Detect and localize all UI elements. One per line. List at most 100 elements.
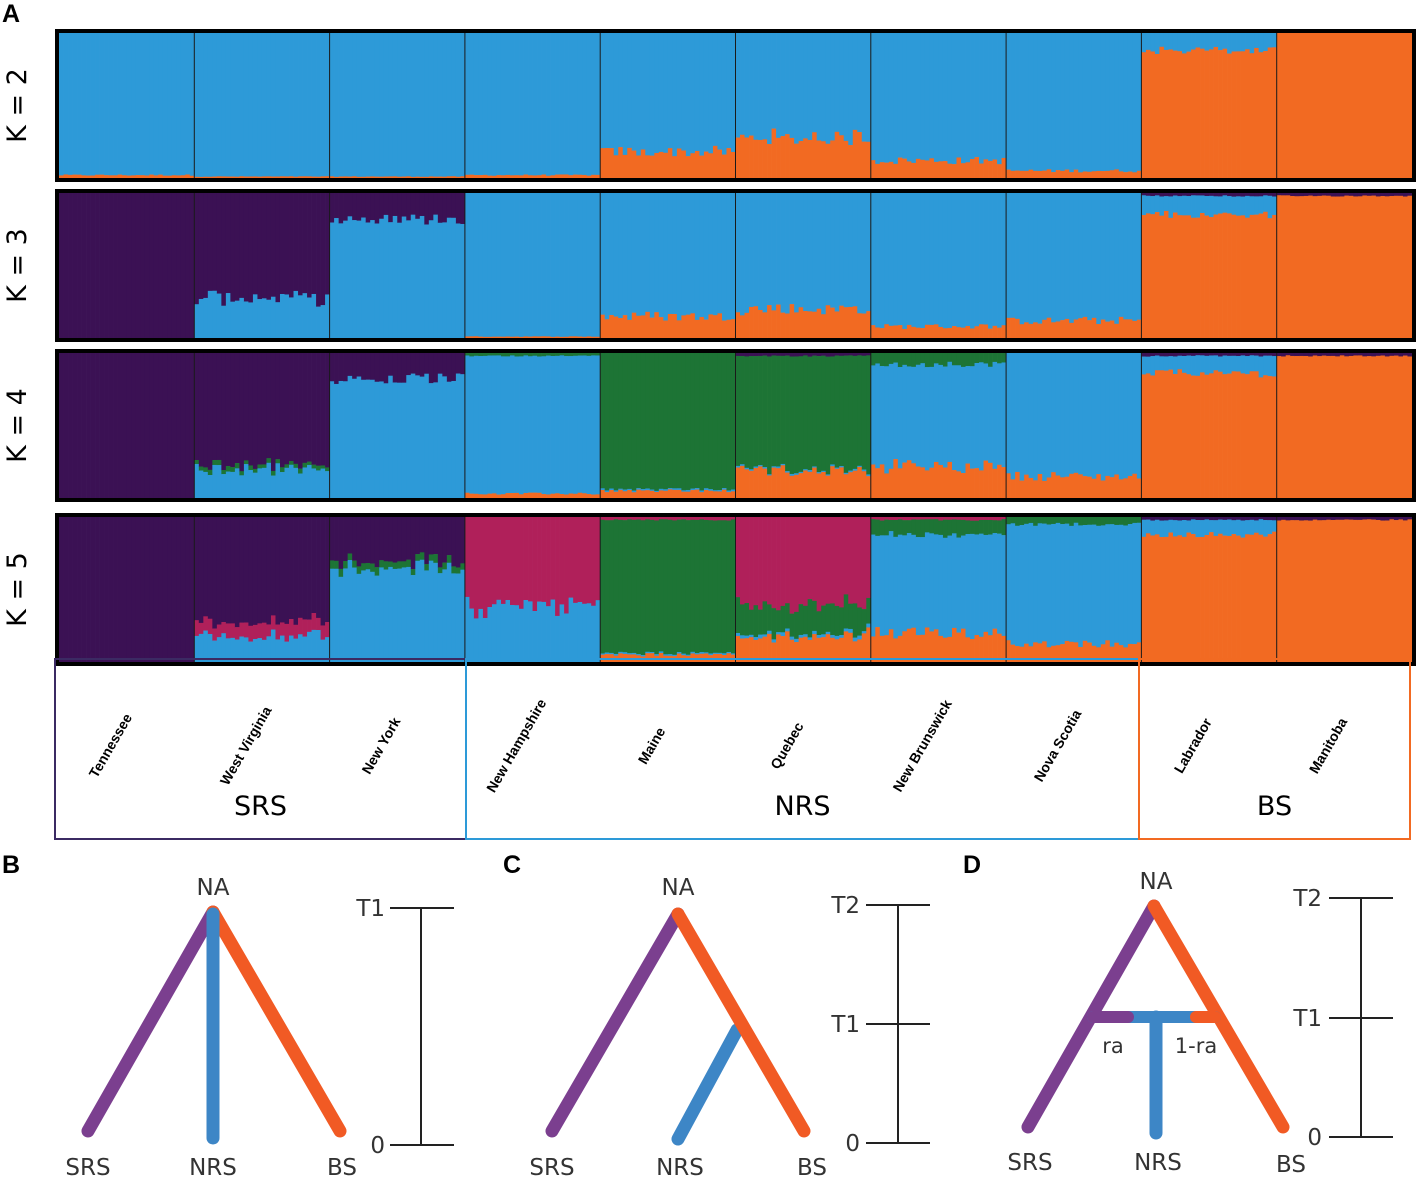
admixture-bar-segment	[198, 353, 204, 467]
admixture-bar-segment	[672, 314, 678, 338]
admixture-bar-segment	[1078, 647, 1084, 662]
admixture-bar-segment	[794, 474, 799, 498]
structure-row-frame	[55, 29, 1416, 182]
admixture-bar-segment	[902, 353, 908, 366]
admixture-bar-segment	[821, 517, 827, 606]
admixture-bar-segment	[636, 517, 642, 520]
admixture-bar-segment	[699, 517, 705, 520]
admixture-bar-segment	[1051, 523, 1057, 647]
admixture-bar-segment	[1082, 171, 1088, 178]
admixture-bar-segment	[460, 33, 466, 177]
admixture-bar-segment	[663, 517, 669, 520]
admixture-bar-segment	[1069, 33, 1075, 173]
admixture-bar-segment	[388, 375, 394, 498]
admixture-bar-segment	[1236, 371, 1241, 498]
admixture-bar-segment	[473, 193, 479, 337]
admixture-bar-segment	[794, 642, 799, 662]
admixture-bar-segment	[1064, 353, 1070, 477]
admixture-bar-segment	[1024, 353, 1029, 475]
admixture-bar-segment	[586, 603, 592, 662]
admixture-bar-segment	[1200, 193, 1205, 196]
admixture-bar-segment	[929, 158, 935, 178]
admixture-bar-segment	[807, 637, 813, 641]
admixture-bar-segment	[906, 628, 912, 662]
admixture-bar-segment	[433, 33, 439, 177]
admixture-bar-segment	[149, 174, 155, 178]
admixture-bar-segment	[636, 315, 642, 338]
admixture-bar-segment	[1204, 33, 1210, 51]
admixture-bar-segment	[703, 353, 709, 489]
admixture-bar-segment	[1105, 193, 1111, 322]
admixture-bar-segment	[1312, 519, 1318, 662]
admixture-bar-segment	[212, 517, 218, 629]
admixture-bar-segment	[735, 355, 741, 467]
admixture-bar-segment	[1402, 517, 1408, 521]
admixture-bar-segment	[794, 611, 799, 640]
admixture-bar-segment	[888, 161, 894, 178]
admixture-bar-segment	[992, 33, 998, 160]
admixture-bar-segment	[275, 517, 281, 625]
admixture-bar-segment	[455, 223, 461, 338]
admixture-bar-segment	[1163, 193, 1169, 197]
admixture-bar-segment	[374, 381, 380, 498]
admixture-bar-segment	[90, 193, 96, 338]
admixture-bar-segment	[519, 517, 524, 610]
admixture-bar-segment	[442, 176, 448, 178]
admixture-bar-segment	[776, 466, 781, 469]
admixture-bar-segment	[609, 490, 615, 498]
admixture-bar-segment	[627, 33, 633, 149]
admixture-bar-segment	[1285, 33, 1291, 178]
admixture-bar-segment	[261, 298, 267, 338]
admixture-bar-segment	[1150, 193, 1156, 197]
admixture-bar-segment	[897, 519, 903, 535]
admixture-bar-segment	[63, 193, 69, 338]
admixture-bar-segment	[983, 353, 989, 364]
admixture-bar-segment	[708, 520, 714, 654]
admixture-bar-segment	[433, 214, 439, 338]
admixture-bar-segment	[1172, 33, 1178, 51]
admixture-bar-segment	[843, 472, 849, 475]
admixture-bar-segment	[1168, 196, 1174, 219]
admixture-bar-segment	[1308, 353, 1314, 357]
admixture-bar-segment	[514, 605, 520, 662]
admixture-bar-segment	[870, 353, 876, 366]
admixture-bar-segment	[780, 33, 786, 137]
admixture-bar-segment	[239, 193, 245, 299]
admixture-bar-segment	[1154, 212, 1160, 338]
admixture-bar-segment	[870, 464, 876, 498]
admixture-bar-segment	[933, 461, 939, 498]
admixture-bar-segment	[884, 366, 890, 474]
admixture-bar-segment	[843, 193, 849, 308]
admixture-bar-segment	[1181, 372, 1187, 498]
admixture-bar-segment	[1163, 356, 1169, 371]
admixture-bar-segment	[1263, 211, 1269, 338]
admixture-bar-segment	[505, 356, 511, 494]
admixture-bar-segment	[776, 33, 781, 139]
admixture-bar-segment	[401, 567, 407, 662]
admixture-bar-segment	[437, 573, 443, 662]
admixture-bar-segment	[1028, 169, 1034, 178]
admixture-bar-segment	[1114, 474, 1120, 498]
admixture-bar-segment	[992, 325, 998, 338]
admixture-bar-segment	[1096, 647, 1102, 662]
admixture-bar-segment	[776, 610, 781, 633]
admixture-bar-segment	[523, 492, 529, 498]
panel-letter-b: B	[2, 851, 20, 879]
admixture-bar-segment	[1312, 517, 1318, 520]
admixture-bar-segment	[645, 33, 651, 156]
admixture-bar-segment	[1195, 537, 1201, 662]
group-label-nrs: NRS	[774, 791, 830, 822]
admixture-bar-segment	[234, 193, 240, 301]
admixture-bar-segment	[491, 33, 497, 177]
admixture-bar-segment	[1213, 33, 1219, 48]
admixture-bar-segment	[1091, 524, 1097, 647]
admixture-bar-segment	[1267, 376, 1273, 498]
structure-pop-labrador	[1141, 353, 1278, 498]
admixture-bar-segment	[1281, 353, 1287, 357]
admixture-bar-segment	[947, 193, 953, 329]
admixture-bar-segment	[1159, 46, 1165, 178]
admixture-bar-segment	[798, 356, 804, 473]
admixture-bar-segment	[1249, 517, 1255, 521]
admixture-bar-segment	[1348, 355, 1354, 498]
admixture-bar-segment	[1019, 170, 1025, 178]
